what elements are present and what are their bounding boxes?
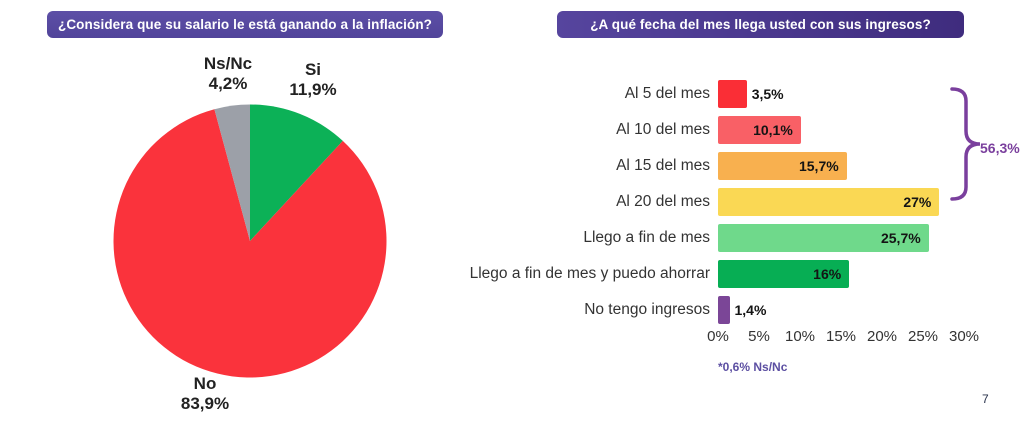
bar-area: 16% [718,260,980,288]
bar-area: 27% [718,188,980,216]
pie-slice-no [113,109,387,378]
pie-chart [113,104,387,378]
footnote: *0,6% Ns/Nc [718,360,788,374]
brace-path [950,87,981,201]
pie-label-nsnc-value: 4,2% [208,73,248,93]
bar-row: Llego a fin de mes y puedo ahorrar 16% [460,256,980,292]
pie-label-nsnc-name: Ns/Nc [203,54,253,73]
bar-category-label: Al 10 del mes [616,121,710,138]
bar [718,80,747,108]
bar: 25,7% [718,224,929,252]
pie-slice-si [250,104,343,241]
x-axis-tick-label: 25% [907,328,939,345]
right-chart-title-banner: ¿A qué fecha del mes llega usted con sus… [557,11,964,38]
bar-value-label: 27% [903,194,932,210]
bar-chart-x-axis: 0% 5% 10% 15% 20% 25% 30% [707,328,998,348]
pie-slice-nsnc [214,104,250,241]
bar: 10,1% [718,116,801,144]
x-axis-tick-label: 20% [866,328,898,345]
x-axis-tick-label: 30% [948,328,980,345]
x-axis-tick-label: 5% [748,328,770,345]
bar [718,296,730,324]
bar-value-label: 10,1% [753,122,793,138]
right-chart-title: ¿A qué fecha del mes llega usted con sus… [590,17,931,32]
brace-annotation-value: 56,3% [980,140,1020,156]
left-chart-title-banner: ¿Considera que su salario le está ganand… [47,11,443,38]
bar-category-label: Al 20 del mes [616,193,710,210]
bar-row: Llego a fin de mes 25,7% [460,220,980,256]
bar: 15,7% [718,152,847,180]
left-chart-title: ¿Considera que su salario le está ganand… [57,17,433,32]
bar-row: Al 10 del mes 10,1% [460,112,980,148]
bar-area: 25,7% [718,224,980,252]
bar-category-label: Llego a fin de mes y puedo ahorrar [469,265,710,282]
bar-area: 10,1% [718,116,980,144]
bar-value-label: 15,7% [798,158,839,174]
brace-annotation [950,87,981,201]
bar-area: 15,7% [718,152,980,180]
pie-label-nsnc: Ns/Nc 4,2% [204,54,252,93]
pie-label-no-value: 83,9% [180,393,230,413]
bar-row: Al 20 del mes 27% [460,184,980,220]
pie-label-si-value: 11,9% [289,79,337,99]
pie-label-no-name: No [193,374,217,393]
pie-label-si: Si 11,9% [289,60,336,99]
bar-value-label: 16% [813,266,842,282]
x-axis-tick-label: 15% [825,328,857,345]
bar-area: 1,4% [718,296,980,324]
bar-category-label: Llego a fin de mes [583,229,710,246]
x-axis-tick-label: 10% [784,328,816,345]
page-number: 7 [982,392,989,406]
bar: 27% [718,188,940,216]
bar-category-label: No tengo ingresos [584,301,710,318]
pie-label-no: No 83,9% [181,374,229,413]
bar-chart: Al 5 del mes 3,5% Al 10 del mes 10,1% Al 15 … [460,76,980,328]
bar-row: Al 15 del mes 15,7% [460,148,980,184]
bar-row: Al 5 del mes 3,5% [460,76,980,112]
bar-category-label: Al 15 del mes [616,157,710,174]
pie-label-si-name: Si [304,60,322,79]
bar-value-label: 1,4% [734,302,767,318]
bar: 16% [718,260,850,288]
bar-value-label: 3,5% [751,86,784,102]
bar-category-label: Al 5 del mes [624,85,710,102]
bar-row: No tengo ingresos 1,4% [460,292,980,328]
bar-value-label: 25,7% [880,230,921,246]
x-axis-tick-label: 0% [707,328,729,345]
bar-area: 3,5% [718,80,980,108]
